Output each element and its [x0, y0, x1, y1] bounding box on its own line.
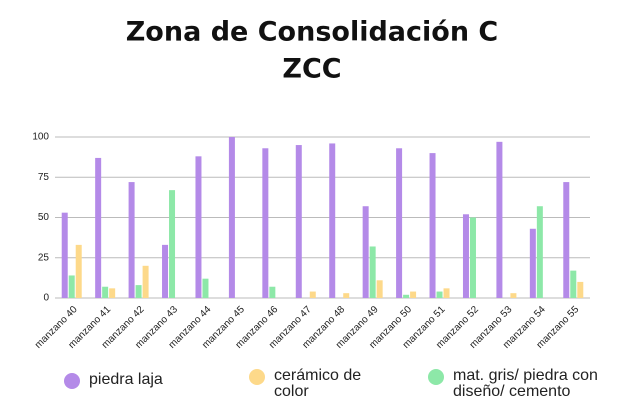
- bar: [362, 206, 369, 298]
- legend-label: piedra laja: [89, 371, 163, 388]
- bar: [228, 137, 235, 298]
- bar: [570, 270, 577, 298]
- bar: [102, 286, 109, 298]
- y-tick-label: 25: [38, 252, 50, 263]
- legend-label: mat. gris/ piedra con diseño/ cemento: [453, 367, 598, 400]
- bar: [169, 190, 176, 298]
- bar: [128, 182, 135, 298]
- bar: [563, 182, 570, 298]
- bar: [510, 293, 517, 298]
- chart-title: Zona de Consolidación C: [126, 17, 499, 48]
- legend-item: cerámico de color: [249, 368, 399, 400]
- bar: [109, 288, 116, 298]
- bar: [462, 214, 469, 298]
- y-tick-label: 0: [43, 293, 49, 304]
- bar: [429, 153, 436, 298]
- bar: [329, 143, 336, 298]
- bar: [262, 148, 269, 298]
- bar: [269, 286, 276, 298]
- bar: [202, 278, 209, 298]
- bar: [75, 244, 82, 298]
- legend-swatch: [249, 369, 265, 385]
- bar: [369, 246, 376, 298]
- bar: [142, 265, 149, 298]
- legend-item: piedra laja: [64, 372, 214, 389]
- bar: [410, 291, 417, 298]
- bar: [496, 141, 503, 298]
- bar: [436, 291, 443, 298]
- legend-swatch: [64, 373, 80, 389]
- y-tick-label: 100: [32, 132, 49, 143]
- bar: [295, 145, 302, 298]
- legend-label: cerámico de color: [274, 367, 362, 400]
- y-tick-label: 50: [38, 212, 50, 223]
- chart-subtitle: ZCC: [282, 54, 341, 85]
- bar: [195, 156, 202, 298]
- bar: [443, 288, 450, 298]
- bar: [536, 206, 543, 298]
- bar: [403, 294, 410, 298]
- legend-item: mat. gris/ piedra con diseño/ cemento: [428, 368, 613, 400]
- bar: [309, 291, 316, 298]
- bar: [162, 244, 169, 298]
- bar: [529, 228, 536, 298]
- legend-swatch: [428, 369, 444, 385]
- bar: [376, 280, 383, 298]
- bar: [396, 148, 403, 298]
- y-tick-label: 75: [38, 172, 50, 183]
- bar: [577, 281, 584, 298]
- bar: [343, 293, 350, 298]
- bar: [61, 212, 68, 298]
- bar: [135, 285, 142, 298]
- bar: [68, 275, 75, 298]
- bar: [469, 217, 476, 298]
- bar: [95, 157, 102, 298]
